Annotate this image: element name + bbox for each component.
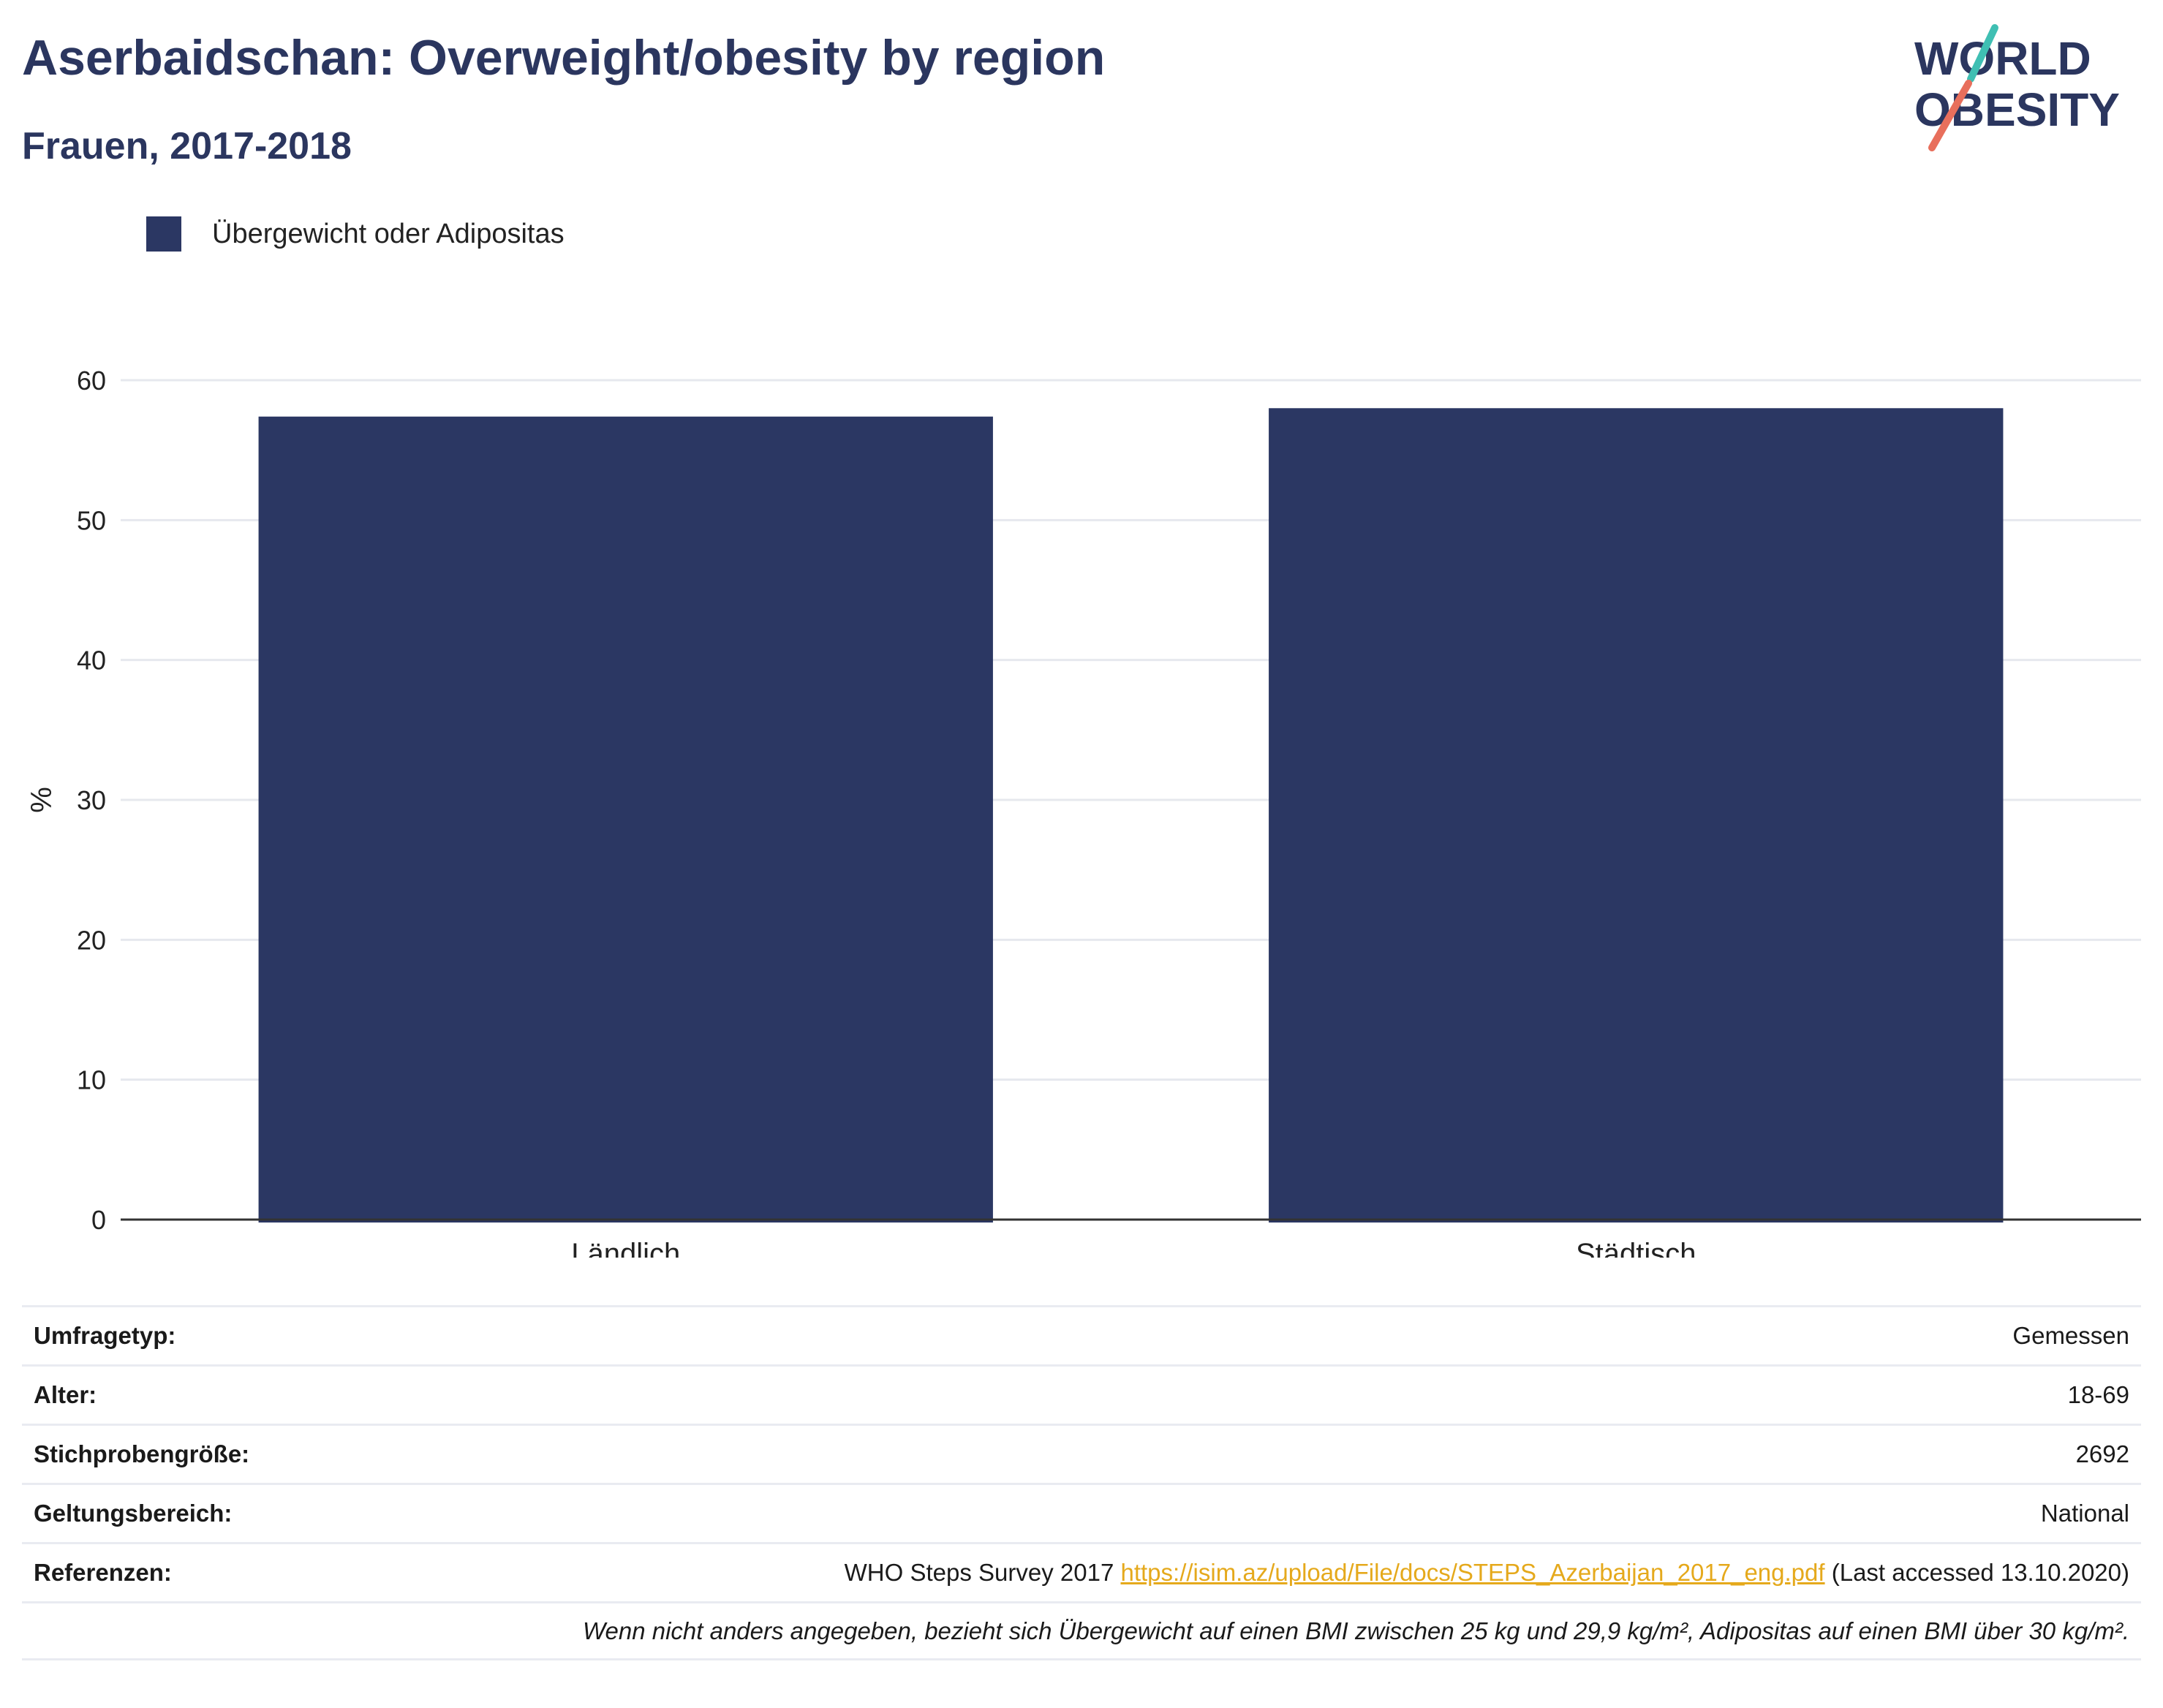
references-label: Referenzen: <box>34 1559 172 1586</box>
bar <box>258 416 993 1223</box>
info-row-age: Alter: 18-69 <box>22 1364 2141 1424</box>
sample-size-value: 2692 <box>2075 1440 2129 1467</box>
y-tick-label: 10 <box>77 1065 106 1095</box>
y-tick-label: 30 <box>77 785 106 815</box>
y-tick-label: 20 <box>77 925 106 955</box>
x-tick-label: Städtisch <box>1576 1238 1696 1258</box>
logo-teal-slash <box>1967 24 1998 83</box>
chart-subtitle: Frauen, 2017-2018 <box>22 125 352 167</box>
legend-swatch <box>146 216 181 252</box>
info-row-scope: Geltungsbereich: National <box>22 1483 2141 1542</box>
bmi-footnote: Wenn nicht anders angegeben, bezieht sic… <box>582 1617 2129 1644</box>
sample-size-label: Stichprobengröße: <box>34 1440 250 1467</box>
logo-text-world: WORLD <box>1914 32 2091 85</box>
logo-text-obesity: OBESITY <box>1914 83 2120 136</box>
info-row-sample-size: Stichprobengröße: 2692 <box>22 1424 2141 1483</box>
survey-type-value: Gemessen <box>2012 1322 2129 1349</box>
reference-accessed: (Last accessed 13.10.2020) <box>1831 1559 2129 1586</box>
bar-chart: 0 10 20 30 40 50 60% Ländlich Städtisch <box>26 366 2141 1258</box>
y-tick-label: 60 <box>77 366 106 396</box>
survey-info-table: Umfragetyp: Gemessen Alter: 18-69 Stichp… <box>22 1305 2141 1660</box>
info-row-survey-type: Umfragetyp: Gemessen <box>22 1305 2141 1364</box>
info-row-references: Referenzen: WHO Steps Survey 2017 https:… <box>22 1542 2141 1601</box>
references-value: WHO Steps Survey 2017 https://isim.az/up… <box>845 1559 2129 1587</box>
scope-value: National <box>2040 1500 2129 1527</box>
age-label: Alter: <box>34 1381 97 1408</box>
chart-title: Aserbaidschan: Overweight/obesity by reg… <box>22 30 1106 86</box>
y-tick-label: 40 <box>77 646 106 676</box>
info-row-footnote: Wenn nicht anders angegeben, bezieht sic… <box>22 1601 2141 1660</box>
y-tick-label: 50 <box>77 505 106 535</box>
legend-label: Übergewicht oder Adipositas <box>212 218 565 249</box>
survey-type-label: Umfragetyp: <box>34 1322 176 1349</box>
scope-label: Geltungsbereich: <box>34 1500 233 1527</box>
x-tick-label: Ländlich <box>571 1238 680 1258</box>
bar <box>1269 408 2004 1223</box>
logo-coral-slash <box>1928 80 1972 151</box>
chart-legend[interactable]: Übergewicht oder Adipositas <box>146 216 565 252</box>
reference-source: WHO Steps Survey 2017 <box>844 1559 1114 1586</box>
world-obesity-logo: WORLD OBESITY <box>1914 24 2120 151</box>
y-axis-label: % <box>26 787 58 813</box>
y-tick-label: 0 <box>91 1205 106 1235</box>
age-value: 18-69 <box>2067 1381 2129 1408</box>
reference-link[interactable]: https://isim.az/upload/File/docs/STEPS_A… <box>1120 1559 1825 1586</box>
